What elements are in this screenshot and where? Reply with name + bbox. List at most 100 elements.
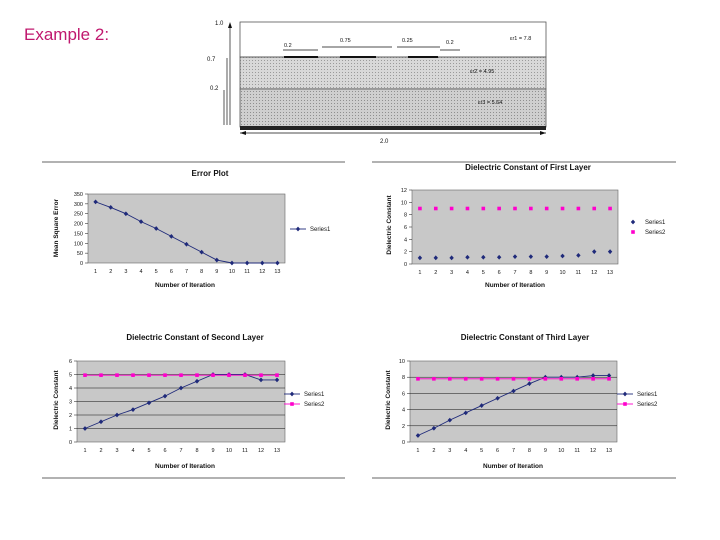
y-tick-label: 1 <box>69 427 72 433</box>
x-axis-label: Number of Iteration <box>483 463 543 470</box>
x-tick-label: 6 <box>496 448 499 454</box>
chart-title: Dielectric Constant of First Layer <box>465 163 591 172</box>
x-tick-label: 10 <box>558 448 564 454</box>
data-point <box>415 433 421 438</box>
data-point <box>82 426 88 431</box>
data-point <box>576 206 581 211</box>
data-point <box>147 373 151 377</box>
x-tick-label: 13 <box>606 448 612 454</box>
x-tick-label: 9 <box>211 448 214 454</box>
y-tick-label: 8 <box>404 213 407 219</box>
y-tick-label: 6 <box>69 359 72 365</box>
data-point <box>417 255 423 261</box>
x-tick-label: 3 <box>448 448 451 454</box>
y-tick-label: 10 <box>399 359 405 365</box>
strip-3 <box>408 56 438 58</box>
x-tick-label: 11 <box>242 448 248 454</box>
x-tick-label: 12 <box>259 269 265 275</box>
y-tick-label: 12 <box>401 188 407 194</box>
data-point <box>195 373 199 377</box>
x-axis-label: Number of Iteration <box>155 463 215 470</box>
eps-label-1: εr1 = 7.8 <box>510 36 531 42</box>
x-axis-label: Number of Iteration <box>155 282 215 289</box>
data-point <box>115 373 119 377</box>
data-point <box>512 254 518 259</box>
data-point <box>576 252 581 258</box>
data-point <box>259 373 263 377</box>
dim-left-label-1: 0.7 <box>207 57 216 63</box>
y-tick-label: 4 <box>404 237 407 243</box>
data-point <box>513 206 517 211</box>
x-tick-label: 2 <box>99 448 102 454</box>
y-tick-label: 100 <box>74 241 83 247</box>
legend-marker <box>631 230 635 234</box>
data-point <box>465 206 470 211</box>
data-point <box>606 373 612 378</box>
y-tick-label: 350 <box>74 192 83 198</box>
chart-title: Error Plot <box>192 169 229 178</box>
data-point <box>83 373 87 377</box>
data-point <box>163 373 167 377</box>
eps-label-2: εr2 = 4.95 <box>470 69 494 75</box>
substrate-layer-1 <box>239 56 547 90</box>
x-tick-label: 7 <box>179 448 182 454</box>
dim-top-label: 1.0 <box>215 21 224 27</box>
legend-marker <box>623 402 627 406</box>
x-tick-label: 5 <box>155 269 158 275</box>
y-tick-label: 8 <box>402 375 405 381</box>
data-point <box>138 219 144 224</box>
x-tick-label: 12 <box>591 270 597 276</box>
legend-label: Series1 <box>304 392 325 398</box>
y-tick-label: 4 <box>402 408 405 414</box>
y-tick-label: 10 <box>401 200 407 206</box>
slide-title: Example 2: <box>24 25 110 44</box>
x-tick-label: 7 <box>513 270 516 276</box>
y-tick-label: 200 <box>74 222 83 228</box>
x-tick-label: 3 <box>450 270 453 276</box>
data-point <box>131 373 135 377</box>
data-point <box>544 206 549 211</box>
data-point <box>463 377 468 381</box>
strip-2 <box>340 56 376 58</box>
data-point <box>560 206 565 211</box>
data-point <box>449 255 454 261</box>
x-tick-label: 5 <box>482 270 485 276</box>
data-point <box>99 373 103 377</box>
data-point <box>527 381 532 387</box>
plot-area <box>87 193 286 264</box>
y-tick-label: 300 <box>74 202 83 208</box>
y-tick-label: 4 <box>69 386 72 392</box>
y-axis-label: Dielectric Constant <box>385 370 392 430</box>
data-point <box>146 400 152 406</box>
legend-label: Series2 <box>637 402 658 408</box>
x-tick-label: 13 <box>274 269 280 275</box>
dim-bottom-label: 2.0 <box>380 139 389 145</box>
x-axis-label: Number of Iteration <box>485 282 545 289</box>
x-tick-label: 8 <box>529 270 532 276</box>
y-tick-label: 50 <box>77 251 83 257</box>
x-tick-label: 7 <box>185 269 188 275</box>
y-tick-label: 0 <box>402 440 405 446</box>
y-tick-label: 2 <box>404 250 407 256</box>
data-point <box>511 377 516 381</box>
x-tick-label: 9 <box>215 269 218 275</box>
data-point <box>591 377 595 381</box>
x-tick-label: 1 <box>418 270 421 276</box>
plot-area <box>411 189 619 265</box>
x-tick-label: 4 <box>464 448 467 454</box>
data-point <box>260 260 265 266</box>
data-point <box>418 206 422 211</box>
y-axis-label: Dielectric Constant <box>53 370 60 430</box>
legend-label: Series2 <box>645 230 666 236</box>
data-point <box>543 377 548 381</box>
data-point <box>227 373 231 377</box>
data-point <box>560 253 565 259</box>
x-tick-label: 5 <box>147 448 150 454</box>
plot-area <box>409 360 618 443</box>
data-point <box>114 412 120 418</box>
x-tick-label: 10 <box>229 269 235 275</box>
legend-marker <box>295 226 301 232</box>
